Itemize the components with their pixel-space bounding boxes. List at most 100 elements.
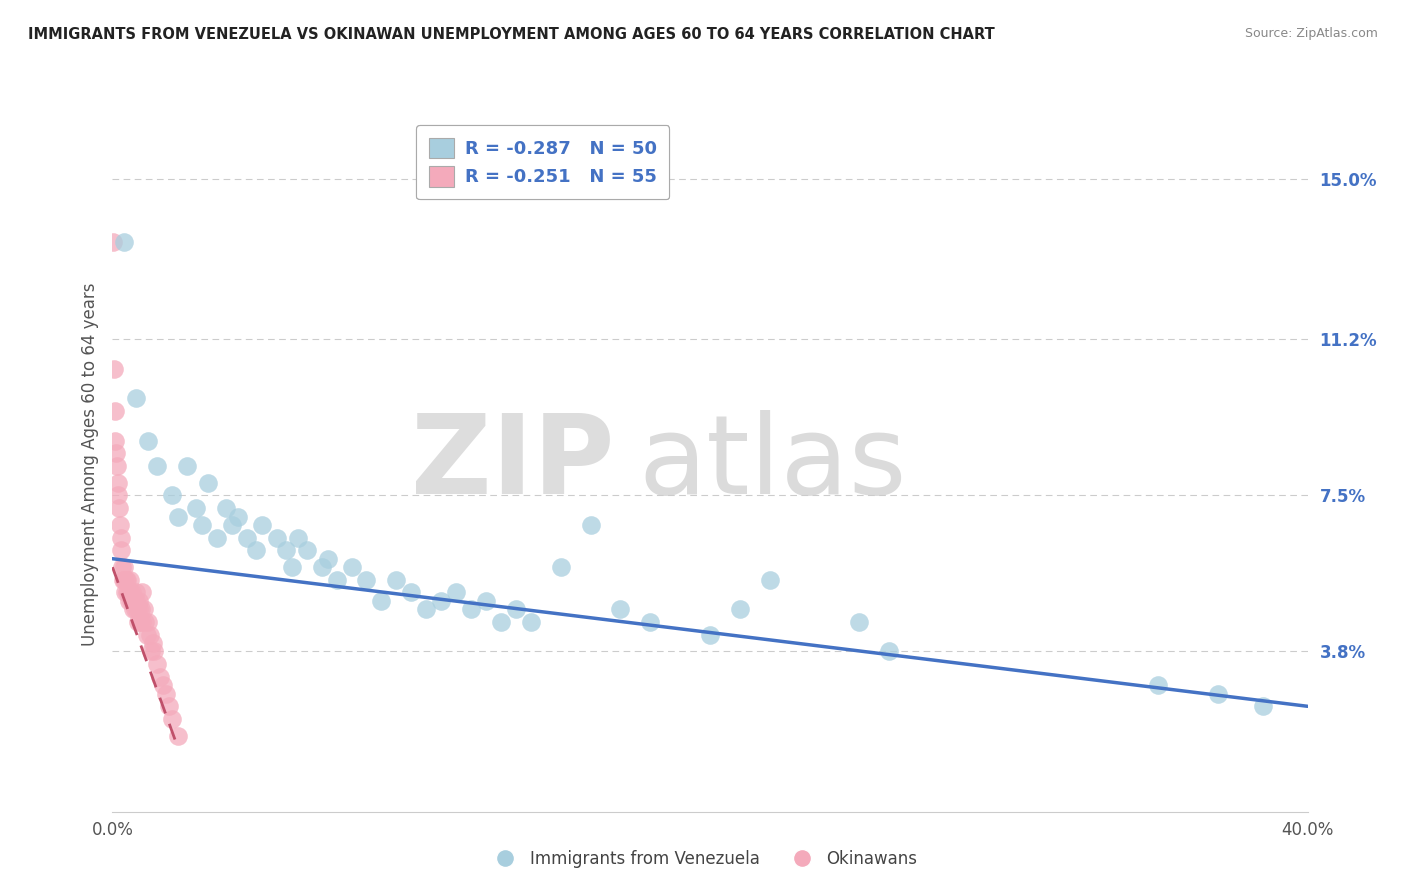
Y-axis label: Unemployment Among Ages 60 to 64 years: Unemployment Among Ages 60 to 64 years bbox=[80, 282, 98, 646]
Point bbox=[120, 594, 142, 608]
Point bbox=[877, 644, 900, 658]
Point bbox=[128, 602, 150, 616]
Point bbox=[236, 531, 259, 545]
Point bbox=[520, 615, 543, 629]
Point bbox=[460, 602, 482, 616]
Point bbox=[142, 636, 165, 650]
Point bbox=[415, 602, 437, 616]
Point bbox=[114, 235, 135, 250]
Point bbox=[191, 518, 214, 533]
Point bbox=[401, 585, 423, 599]
Point bbox=[112, 560, 135, 574]
Point bbox=[287, 531, 309, 545]
Point bbox=[138, 615, 160, 629]
Point bbox=[167, 729, 190, 743]
Point bbox=[141, 644, 163, 658]
Point bbox=[444, 585, 467, 599]
Point bbox=[295, 543, 318, 558]
Point bbox=[149, 670, 172, 684]
Point bbox=[316, 551, 339, 566]
Point bbox=[155, 687, 177, 701]
Point bbox=[110, 531, 132, 545]
Point bbox=[111, 560, 134, 574]
Point bbox=[221, 518, 243, 533]
Point bbox=[105, 446, 128, 460]
Point bbox=[311, 560, 333, 574]
Point bbox=[138, 434, 160, 448]
Point bbox=[385, 573, 408, 587]
Point bbox=[125, 392, 148, 406]
Point bbox=[728, 602, 751, 616]
Point bbox=[167, 509, 190, 524]
Point bbox=[1206, 687, 1229, 701]
Point bbox=[125, 602, 148, 616]
Point bbox=[430, 594, 453, 608]
Point bbox=[131, 585, 153, 599]
Point bbox=[848, 615, 870, 629]
Point bbox=[205, 531, 228, 545]
Point bbox=[105, 458, 128, 473]
Text: atlas: atlas bbox=[638, 410, 907, 517]
Point bbox=[162, 488, 183, 502]
Point bbox=[475, 594, 498, 608]
Point bbox=[139, 627, 162, 641]
Point bbox=[370, 594, 392, 608]
Point bbox=[157, 699, 180, 714]
Point bbox=[250, 518, 273, 533]
Point bbox=[274, 543, 297, 558]
Point bbox=[489, 615, 512, 629]
Point bbox=[108, 501, 131, 516]
Point bbox=[579, 518, 602, 533]
Text: IMMIGRANTS FROM VENEZUELA VS OKINAWAN UNEMPLOYMENT AMONG AGES 60 TO 64 YEARS COR: IMMIGRANTS FROM VENEZUELA VS OKINAWAN UN… bbox=[28, 27, 995, 42]
Point bbox=[609, 602, 631, 616]
Point bbox=[325, 573, 347, 587]
Legend: R = -0.287   N = 50, R = -0.251   N = 55: R = -0.287 N = 50, R = -0.251 N = 55 bbox=[416, 125, 669, 199]
Point bbox=[176, 458, 198, 473]
Point bbox=[152, 678, 174, 692]
Point bbox=[104, 434, 127, 448]
Legend: Immigrants from Venezuela, Okinawans: Immigrants from Venezuela, Okinawans bbox=[482, 844, 924, 875]
Point bbox=[266, 531, 288, 545]
Point bbox=[110, 543, 132, 558]
Text: ZIP: ZIP bbox=[411, 410, 614, 517]
Point bbox=[281, 560, 304, 574]
Point bbox=[550, 560, 572, 574]
Point bbox=[197, 475, 219, 490]
Point bbox=[111, 573, 134, 587]
Point bbox=[162, 712, 183, 726]
Point bbox=[131, 615, 153, 629]
Point bbox=[103, 362, 125, 376]
Point bbox=[122, 594, 145, 608]
Point bbox=[122, 602, 145, 616]
Point bbox=[135, 627, 157, 641]
Point bbox=[118, 594, 141, 608]
Point bbox=[129, 602, 152, 616]
Point bbox=[114, 573, 135, 587]
Point bbox=[115, 585, 138, 599]
Point bbox=[118, 585, 141, 599]
Point bbox=[134, 615, 156, 629]
Point bbox=[146, 657, 169, 672]
Point bbox=[124, 602, 146, 616]
Point bbox=[1147, 678, 1170, 692]
Point bbox=[505, 602, 527, 616]
Point bbox=[245, 543, 267, 558]
Text: Source: ZipAtlas.com: Source: ZipAtlas.com bbox=[1244, 27, 1378, 40]
Point bbox=[120, 573, 142, 587]
Point bbox=[1251, 699, 1274, 714]
Point bbox=[127, 615, 149, 629]
Point bbox=[186, 501, 208, 516]
Point bbox=[125, 594, 148, 608]
Point bbox=[121, 594, 143, 608]
Point bbox=[117, 573, 139, 587]
Point bbox=[128, 594, 150, 608]
Point bbox=[108, 518, 131, 533]
Point bbox=[121, 585, 143, 599]
Point bbox=[114, 585, 136, 599]
Point bbox=[117, 585, 139, 599]
Point bbox=[638, 615, 662, 629]
Point bbox=[143, 644, 166, 658]
Point bbox=[215, 501, 238, 516]
Point bbox=[104, 404, 127, 418]
Point bbox=[146, 458, 169, 473]
